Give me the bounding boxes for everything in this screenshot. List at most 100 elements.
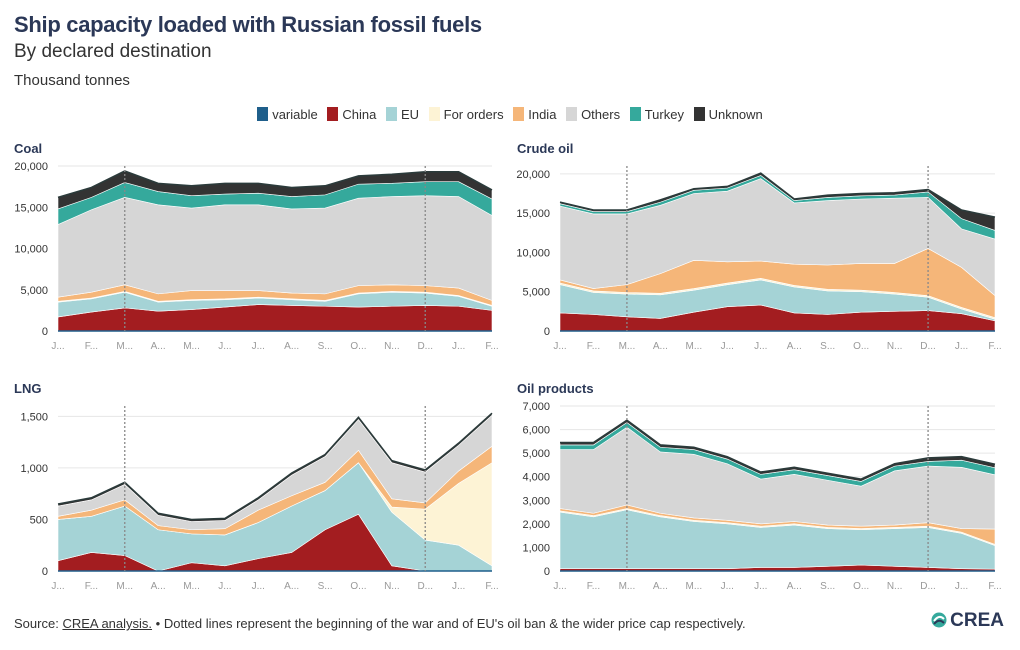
x-tick-label: J...: [218, 341, 231, 352]
legend-label: variable: [272, 107, 318, 123]
x-tick-label: A...: [787, 341, 802, 352]
legend-item-unknown[interactable]: Unknown: [693, 107, 763, 122]
x-tick-label: O...: [853, 581, 869, 592]
total-line: [57, 170, 493, 199]
y-tick-label: 15,000: [14, 202, 48, 214]
y-tick-label: 0: [42, 326, 48, 338]
x-tick-label: N...: [384, 341, 400, 352]
total-line: [559, 172, 996, 218]
x-tick-label: J...: [721, 341, 734, 352]
x-tick-label: J...: [553, 581, 566, 592]
x-tick-label: M...: [183, 341, 200, 352]
chart-title: Ship capacity loaded with Russian fossil…: [14, 12, 482, 37]
x-tick-label: A...: [284, 581, 299, 592]
legend-label: EU: [400, 107, 420, 123]
footnote-text: • Dotted lines represent the beginning o…: [155, 616, 746, 631]
y-tick-label: 20,000: [516, 169, 550, 181]
legend-item-variable[interactable]: variable: [257, 107, 318, 122]
x-tick-label: J...: [452, 581, 465, 592]
x-tick-label: J...: [252, 341, 265, 352]
legend-label: Others: [581, 107, 621, 123]
legend-label: India: [528, 107, 557, 123]
x-tick-label: J...: [754, 341, 767, 352]
units-label: Thousand tonnes: [14, 72, 130, 89]
x-tick-label: O...: [350, 581, 366, 592]
x-tick-label: F...: [988, 581, 1001, 592]
area-china: [57, 304, 493, 332]
x-tick-label: J...: [51, 341, 64, 352]
x-tick-label: A...: [151, 341, 166, 352]
chart-subtitle: By declared destination: [14, 41, 212, 62]
x-tick-label: J...: [754, 581, 767, 592]
panel-title-coal: Coal: [14, 141, 43, 156]
x-tick-label: J...: [721, 581, 734, 592]
panel-title-crude-oil: Crude oil: [517, 141, 574, 156]
x-tick-label: N...: [887, 581, 903, 592]
legend-item-eu[interactable]: EU: [385, 107, 420, 123]
x-tick-label: M...: [686, 581, 703, 592]
y-tick-label: 5,000: [522, 448, 550, 460]
x-tick-label: M...: [619, 581, 636, 592]
x-tick-label: S...: [820, 581, 835, 592]
y-tick-label: 0: [544, 566, 550, 578]
source-label: Source:: [14, 616, 59, 631]
y-tick-label: 3,000: [522, 495, 550, 507]
x-tick-label: S...: [820, 341, 835, 352]
x-tick-label: M...: [619, 341, 636, 352]
x-tick-label: O...: [350, 341, 366, 352]
x-tick-label: D...: [417, 341, 433, 352]
footer-note: Source: CREA analysis. • Dotted lines re…: [14, 616, 746, 631]
y-tick-label: 0: [42, 566, 48, 578]
legend-item-china[interactable]: China: [327, 107, 376, 122]
x-tick-label: S...: [318, 341, 333, 352]
x-tick-label: A...: [787, 581, 802, 592]
x-tick-label: D...: [920, 341, 936, 352]
legend-label: Turkey: [644, 107, 684, 123]
logo-text: CREA: [950, 610, 1004, 631]
legend-swatch: [629, 107, 641, 122]
x-tick-label: J...: [955, 341, 968, 352]
legend-label: For orders: [443, 107, 504, 123]
legend-item-india[interactable]: India: [513, 107, 556, 122]
legend-label: China: [342, 107, 377, 123]
crea-logo-icon: [931, 612, 947, 628]
x-tick-label: F...: [988, 341, 1001, 352]
x-tick-label: F...: [485, 341, 498, 352]
x-tick-label: A...: [151, 581, 166, 592]
y-tick-label: 5,000: [522, 287, 550, 299]
y-tick-label: 2,000: [522, 519, 550, 531]
legend-item-others[interactable]: Others: [566, 107, 620, 122]
legend-swatch: [428, 107, 440, 122]
x-tick-label: F...: [85, 581, 98, 592]
legend-item-for-orders[interactable]: For orders: [428, 107, 504, 123]
x-tick-label: J...: [252, 581, 265, 592]
legend-swatch: [257, 107, 269, 122]
x-tick-label: M...: [183, 581, 200, 592]
x-tick-label: M...: [686, 341, 703, 352]
x-tick-label: M...: [116, 581, 133, 592]
x-tick-label: S...: [318, 581, 333, 592]
legend-item-turkey[interactable]: Turkey: [629, 107, 684, 123]
y-tick-label: 20,000: [14, 161, 48, 173]
source-link[interactable]: CREA analysis.: [62, 616, 153, 631]
legend: variable China EU For orders India Other…: [0, 106, 1020, 122]
x-tick-label: M...: [116, 341, 133, 352]
legend-swatch: [513, 107, 525, 122]
y-tick-label: 1,000: [20, 463, 48, 475]
area-others: [57, 195, 493, 301]
y-tick-label: 4,000: [522, 472, 550, 484]
x-tick-label: A...: [653, 341, 668, 352]
x-tick-label: D...: [417, 581, 433, 592]
x-tick-label: J...: [452, 341, 465, 352]
x-tick-label: A...: [653, 581, 668, 592]
panel-title-oil-products: Oil products: [517, 381, 594, 396]
x-tick-label: J...: [553, 341, 566, 352]
y-tick-label: 1,500: [20, 411, 48, 423]
crea-logo: CREA: [931, 610, 1004, 632]
legend-swatch: [327, 107, 339, 122]
legend-swatch: [385, 107, 397, 122]
y-tick-label: 15,000: [516, 208, 550, 220]
y-tick-label: 5,000: [20, 285, 48, 297]
x-tick-label: N...: [384, 581, 400, 592]
